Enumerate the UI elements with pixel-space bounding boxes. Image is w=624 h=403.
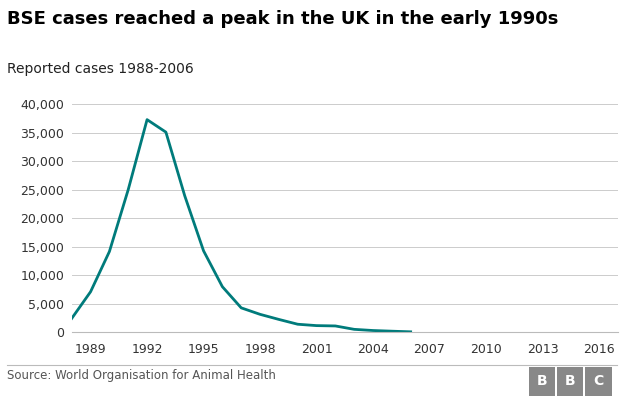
Text: Reported cases 1988-2006: Reported cases 1988-2006 <box>7 62 194 77</box>
Text: BSE cases reached a peak in the UK in the early 1990s: BSE cases reached a peak in the UK in th… <box>7 10 559 28</box>
Text: Source: World Organisation for Animal Health: Source: World Organisation for Animal He… <box>7 369 276 382</box>
Text: B: B <box>537 374 548 388</box>
Text: C: C <box>593 374 603 388</box>
Text: B: B <box>565 374 576 388</box>
